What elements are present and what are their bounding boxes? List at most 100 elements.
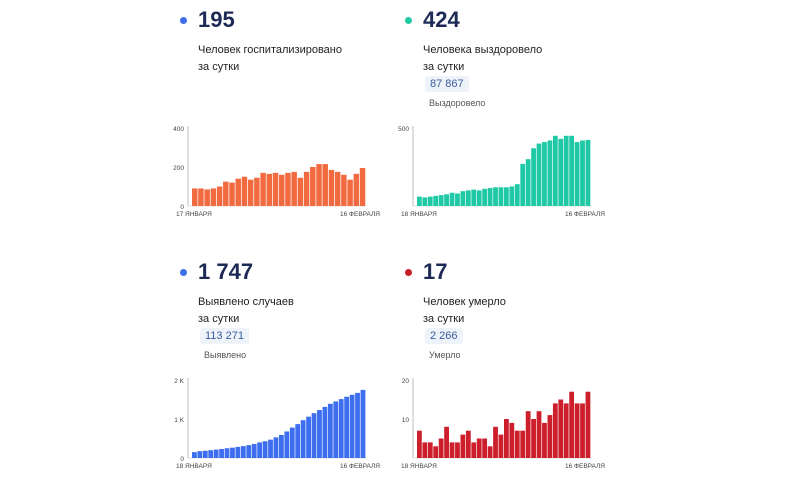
hospitalized-x-end-label: 16 ФЕВРАЛЯ: [340, 211, 380, 218]
recovered-bar: [476, 190, 482, 206]
recovered-bar: [525, 159, 531, 206]
hospitalized-bar: [247, 179, 254, 206]
hospitalized-bar: [310, 167, 316, 206]
deaths-bar: [520, 430, 526, 458]
deaths-bar: [514, 430, 520, 458]
deaths-bar: [552, 403, 558, 458]
cases-bar: [257, 442, 263, 458]
recovered-x-end-label: 16 ФЕВРАЛЯ: [565, 211, 605, 218]
deaths-bar: [433, 446, 439, 458]
cases-bar: [224, 448, 230, 458]
recovered-bar: [520, 163, 526, 206]
cases-bar: [295, 424, 301, 458]
hospitalized-bar: [341, 174, 347, 206]
deaths-bar: [542, 422, 547, 458]
deaths-bar: [531, 419, 536, 458]
cases-bar: [311, 413, 317, 458]
cases-bar: [300, 420, 306, 458]
cases-x-end-label: 16 ФЕВРАЛЯ: [340, 463, 380, 470]
deaths-bar: [422, 442, 428, 458]
hospitalized-bar: [241, 176, 248, 206]
recovered-bar: [444, 194, 449, 206]
cases-bar: [355, 392, 360, 458]
deaths-bar: [536, 411, 542, 458]
recovered-bar: [558, 138, 564, 206]
cases-bar: [208, 450, 214, 458]
deaths-bar: [476, 438, 482, 458]
cases-bar: [289, 427, 295, 458]
deaths-bar: [438, 438, 444, 458]
hospitalized-bar: [359, 167, 366, 206]
deaths-bar: [460, 434, 466, 458]
hospitalized-x-start-label: 17 ЯНВАРЯ: [176, 211, 212, 218]
deaths-y-tick-label: 10: [402, 417, 410, 424]
deaths-bar: [417, 430, 422, 458]
recovered-bar: [498, 187, 504, 206]
hospitalized-bar-chart: 0 200 400 17 ЯНВАРЯ 16 ФЕВРАЛЯ: [173, 126, 380, 218]
hospitalized-bar: [229, 182, 235, 206]
recovered-total: 87 867: [425, 76, 469, 92]
deaths-bar: [509, 422, 515, 458]
deaths-bar: [547, 415, 553, 458]
cases-bar: [268, 439, 273, 458]
hospitalized-bar: [216, 186, 223, 206]
cases-bar: [213, 449, 219, 458]
recovered-bar: [449, 192, 455, 206]
recovered-bar: [585, 139, 591, 206]
cases-bar: [349, 394, 355, 458]
deaths-bar: [558, 399, 564, 458]
hospitalized-bar: [192, 188, 198, 206]
hospitalized-description: Человек госпитализировано за сутки: [198, 42, 342, 76]
recovered-bar: [509, 186, 515, 206]
deaths-bar: [504, 419, 509, 458]
deaths-bar-chart: 10 20 18 ЯНВАРЯ 16 ФЕВРАЛЯ: [401, 378, 605, 470]
deaths-bar: [498, 434, 504, 458]
hospitalized-description-line2: за сутки: [198, 61, 240, 73]
hospitalized-bar: [316, 164, 322, 206]
deaths-total-label: Умерло: [429, 350, 461, 360]
hospitalized-bar: [266, 173, 273, 206]
cases-bar: [344, 396, 350, 458]
deaths-bar: [465, 430, 471, 458]
deaths-x-end-label: 16 ФЕВРАЛЯ: [565, 463, 605, 470]
hospitalized-bar: [204, 189, 210, 206]
cases-bar: [279, 434, 284, 458]
recovered-bar: [552, 135, 558, 206]
cases-bar: [284, 431, 290, 458]
cases-bar: [273, 437, 279, 458]
recovered-bar: [493, 187, 498, 206]
hospitalized-bar: [328, 169, 335, 206]
cases-total-label: Выявлено: [204, 350, 247, 360]
cases-y-tick-label: 1 K: [174, 417, 184, 424]
recovered-total-label: Выздоровело: [429, 98, 486, 108]
recovered-bar: [482, 188, 488, 206]
recovered-bar: [542, 142, 547, 206]
cases-dot: [180, 269, 187, 276]
recovered-bar: [417, 196, 422, 206]
recovered-bar: [563, 135, 569, 206]
recovered-x-start-label: 18 ЯНВАРЯ: [401, 211, 437, 218]
deaths-x-start-label: 18 ЯНВАРЯ: [401, 463, 437, 470]
deaths-dot: [405, 269, 412, 276]
recovered-bar: [433, 195, 439, 206]
recovered-description-line2: за сутки: [423, 61, 465, 73]
deaths-bar: [444, 426, 449, 458]
cases-description-line2: за сутки: [198, 313, 240, 325]
cases-bar: [317, 410, 322, 458]
hospitalized-bar: [322, 164, 328, 206]
deaths-bar: [525, 411, 531, 458]
recovered-bar: [531, 148, 536, 206]
deaths-bar: [493, 426, 498, 458]
hospitalized-bar: [235, 178, 241, 206]
deaths-description-line2: за сутки: [423, 313, 465, 325]
deaths-bar: [427, 442, 433, 458]
recovered-bar-chart: 500 18 ЯНВАРЯ 16 ФЕВРАЛЯ: [398, 126, 605, 218]
recovered-bar: [569, 135, 575, 206]
cases-y-tick-label: 0: [180, 456, 184, 463]
cases-bar: [240, 446, 246, 458]
deaths-bar: [585, 391, 591, 458]
recovered-dot: [405, 17, 412, 24]
hospitalized-bar: [223, 181, 229, 207]
cases-description-line1: Выявлено случаев: [198, 296, 294, 308]
hospitalized-bar: [210, 188, 217, 206]
